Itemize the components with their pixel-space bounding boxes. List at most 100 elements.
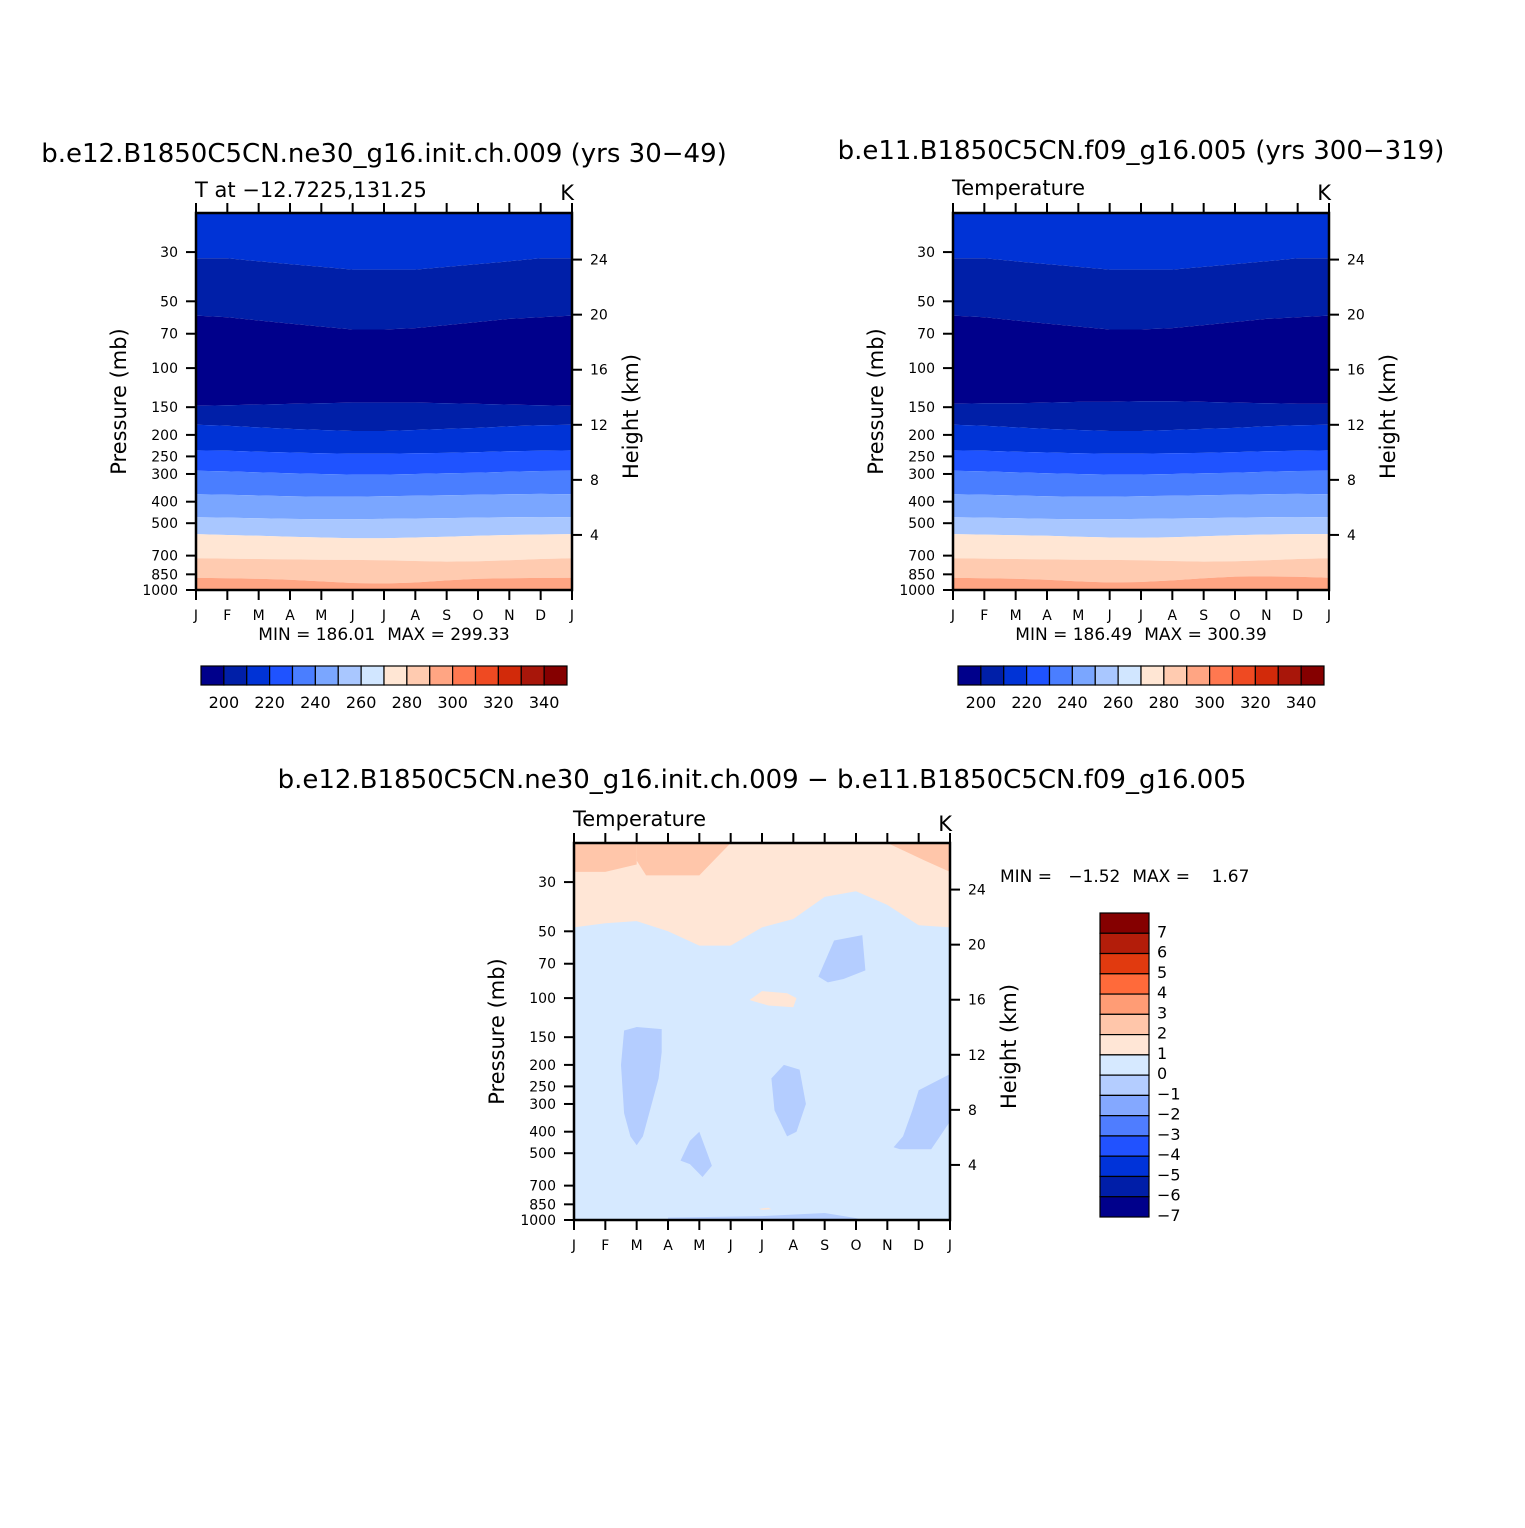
difference-y-right-tick-label: 16 xyxy=(968,993,986,1009)
control-x-tick-label: J xyxy=(1326,608,1331,624)
difference-colorbar-label: −4 xyxy=(1157,1145,1181,1164)
control-y-tick-label: 150 xyxy=(908,400,935,416)
control-colorbar-box xyxy=(1094,665,1119,686)
difference-colorbar-label: −2 xyxy=(1157,1105,1181,1124)
difference-colorbar-label: 0 xyxy=(1157,1064,1167,1083)
difference-contour-region xyxy=(749,991,797,1008)
difference-x-tick-label: A xyxy=(663,1238,673,1254)
difference-y-tick-label: 100 xyxy=(529,991,556,1007)
case-x-tick-label: A xyxy=(411,608,421,624)
difference-y-tick-label: 250 xyxy=(529,1079,556,1095)
case-colorbar-box xyxy=(314,665,339,686)
case-y-right-tick-label: 12 xyxy=(590,418,608,434)
control-contour-band xyxy=(953,315,1329,404)
case-colorbar-box xyxy=(291,665,316,686)
case-x-tick-label: J xyxy=(193,608,198,624)
difference-x-tick-label: J xyxy=(728,1238,733,1254)
case-x-tick-label: J xyxy=(569,608,574,624)
difference-contour-region xyxy=(893,1074,950,1150)
case-y-tick-label: 400 xyxy=(151,495,178,511)
control-x-tick-label: A xyxy=(1168,608,1178,624)
case-colorbar-box xyxy=(223,665,248,686)
difference-y-tick-label: 500 xyxy=(529,1146,556,1162)
difference-colorbar-label: 3 xyxy=(1157,1003,1167,1022)
difference-units: K xyxy=(938,812,953,836)
case-colorbar-box xyxy=(406,665,431,686)
control-colorbar-label: 340 xyxy=(1286,693,1317,712)
control-colorbar-box xyxy=(980,665,1005,686)
control-colorbar-box xyxy=(1277,665,1302,686)
case-contour-band xyxy=(196,470,572,497)
difference-colorbar-box xyxy=(1099,993,1150,1015)
difference-x-tick-label: J xyxy=(947,1238,952,1254)
case-colorbar-label: 280 xyxy=(392,693,423,712)
case-x-tick-label: F xyxy=(223,608,231,624)
control-y-right-tick-label: 24 xyxy=(1347,253,1365,269)
difference-contour-region xyxy=(818,935,866,983)
difference-colorbar-box xyxy=(1099,912,1150,934)
control-x-tick-label: M xyxy=(1010,608,1022,624)
case-colorbar-box xyxy=(429,665,454,686)
difference-minmax: MIN = −1.52 MAX = 1.67 xyxy=(1000,867,1249,887)
case-colorbar-box xyxy=(383,665,408,686)
difference-contour-region xyxy=(680,1131,712,1177)
control-colorbar-box xyxy=(1231,665,1256,686)
difference-contour-region xyxy=(887,843,950,872)
case-contour-band xyxy=(196,558,572,584)
difference-x-tick-label: O xyxy=(850,1238,861,1254)
case-contour-band xyxy=(196,258,572,330)
case-y-tick-label: 700 xyxy=(151,549,178,565)
control-colorbar-label: 280 xyxy=(1149,693,1180,712)
control-colorbar-label: 220 xyxy=(1011,693,1042,712)
control-colorbar-box xyxy=(1048,665,1073,686)
control-contour-band xyxy=(953,213,1329,270)
control-y-tick-label: 300 xyxy=(908,467,935,483)
difference-colorbar-label: 1 xyxy=(1157,1044,1167,1063)
case-y-tick-label: 50 xyxy=(160,294,178,310)
case-max-label: MAX = 299.33 xyxy=(387,625,509,645)
difference-y-tick-label: 200 xyxy=(529,1058,556,1074)
difference-colorbar-label: 5 xyxy=(1157,963,1167,982)
case-x-tick-label: O xyxy=(472,608,483,624)
control-colorbar-label: 300 xyxy=(1194,693,1225,712)
difference-colorbar-box xyxy=(1099,1155,1150,1178)
control-x-tick-label: F xyxy=(980,608,988,624)
control-colorbar-box xyxy=(1300,665,1325,686)
difference-contour-region xyxy=(636,843,731,876)
difference-contour-region xyxy=(621,1027,662,1146)
difference-y-right-tick-label: 8 xyxy=(968,1103,977,1119)
control-x-tick-label: O xyxy=(1229,608,1240,624)
difference-colorbar-label: −6 xyxy=(1157,1186,1181,1205)
control-x-tick-label: S xyxy=(1199,608,1208,624)
control-colorbar-label: 240 xyxy=(1057,693,1088,712)
difference-y-tick-label: 300 xyxy=(529,1097,556,1113)
difference-colorbar-box xyxy=(1099,932,1150,955)
control-colorbar-box xyxy=(1071,665,1096,686)
case-x-tick-label: D xyxy=(535,608,546,624)
case-colorbar-box xyxy=(360,665,385,686)
case-colorbar-label: 200 xyxy=(209,693,240,712)
case-contour-band xyxy=(196,450,572,475)
control-x-tick-label: J xyxy=(1107,608,1112,624)
control-colorbar-label: 200 xyxy=(966,693,997,712)
control-y-right-tick-label: 4 xyxy=(1347,528,1356,544)
case-minmax: MIN = 186.01 MAX = 299.33 xyxy=(258,625,509,645)
control-contour-band xyxy=(953,576,1329,590)
difference-contour-region xyxy=(758,1207,772,1210)
case-colorbar-box xyxy=(246,665,271,686)
case-x-tick-label: M xyxy=(315,608,327,624)
difference-title: b.e12.B1850C5CN.ne30_g16.init.ch.009 − b… xyxy=(278,765,1247,795)
control-x-tick-label: J xyxy=(950,608,955,624)
difference-colorbar-label: 2 xyxy=(1157,1024,1167,1043)
difference-plot-area: J F M A M J J A S O N D J 30 50 70 100 150 200 250 300 400 500… xyxy=(485,833,1021,1254)
control-y-right-tick-label: 20 xyxy=(1347,308,1365,324)
case-left-subtitle: T at −12.7225,131.25 xyxy=(194,178,427,202)
difference-contour-region xyxy=(574,843,637,872)
control-y-tick-label: 30 xyxy=(917,245,935,261)
difference-colorbar-box xyxy=(1099,1175,1150,1198)
case-colorbar-label: 340 xyxy=(529,693,560,712)
difference-x-tick-label: M xyxy=(631,1238,643,1254)
case-panel: b.e12.B1850C5CN.ne30_g16.init.ch.009 (yr… xyxy=(41,139,727,712)
control-panel: b.e11.B1850C5CN.f09_g16.005 (yrs 300−319… xyxy=(838,136,1445,712)
difference-y-tick-label: 850 xyxy=(529,1197,556,1213)
